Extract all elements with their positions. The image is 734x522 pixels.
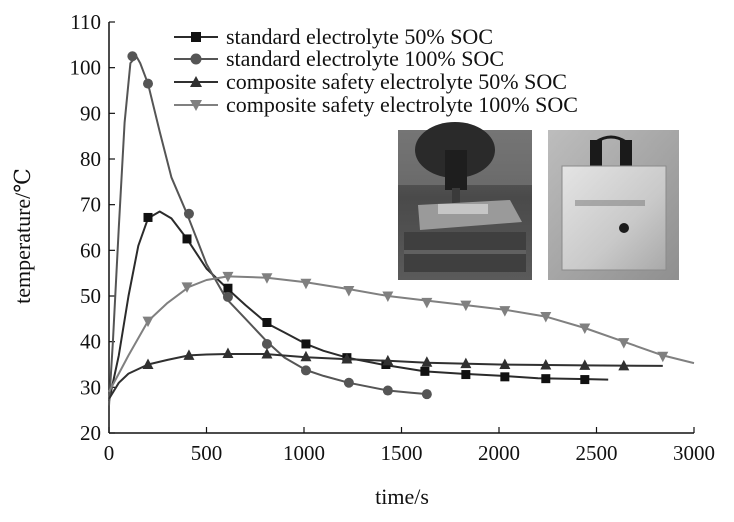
- data-point: [223, 283, 233, 293]
- y-tick-label: 20: [80, 421, 101, 445]
- x-tick-label: 0: [104, 441, 115, 465]
- data-point: [618, 359, 630, 371]
- y-tick-label: 50: [80, 284, 101, 308]
- data-point: [262, 317, 272, 327]
- series-0: [108, 210, 609, 402]
- inset-photo-pouch-cell: [548, 130, 679, 280]
- data-point: [222, 291, 233, 302]
- legend-entry-composite-50: composite safety electrolyte 50% SOC: [174, 69, 567, 94]
- series-line: [108, 55, 429, 406]
- data-point: [261, 347, 273, 359]
- data-point: [343, 286, 355, 297]
- data-point: [382, 385, 393, 396]
- data-point: [261, 338, 272, 349]
- x-tick-label: 1500: [381, 441, 423, 465]
- legend-entry-standard-100: standard electrolyte 100% SOC: [174, 46, 504, 71]
- axis-ticks: 0 500 1000 1500 2000 2500 3000 20 30 40 50 60 70 80 90…: [70, 10, 716, 465]
- y-tick-label: 90: [80, 101, 101, 125]
- data-point: [341, 353, 353, 364]
- data-point: [222, 271, 234, 283]
- data-point: [183, 349, 195, 360]
- data-point: [343, 377, 354, 388]
- data-point: [460, 357, 472, 369]
- data-point: [580, 375, 590, 385]
- data-point: [382, 291, 394, 302]
- y-tick-label: 30: [80, 375, 101, 399]
- data-point: [143, 78, 153, 89]
- legend-label: standard electrolyte 50% SOC: [226, 24, 493, 49]
- data-point: [382, 354, 394, 366]
- data-point: [142, 316, 154, 328]
- x-tick-label: 2000: [478, 441, 520, 465]
- data-point: [300, 278, 312, 290]
- y-tick-label: 80: [80, 147, 101, 171]
- data-point: [301, 339, 311, 349]
- y-tick-label: 40: [80, 330, 101, 354]
- data-point: [579, 323, 591, 334]
- data-point: [421, 389, 432, 400]
- legend-label: composite safety electrolyte 50% SOC: [226, 69, 567, 94]
- data-point: [461, 370, 471, 380]
- x-tick-label: 2500: [576, 441, 618, 465]
- series-1: [108, 51, 432, 406]
- series-line: [108, 275, 695, 393]
- data-point: [182, 234, 192, 244]
- data-point: [222, 347, 234, 359]
- legend-entry-composite-100: composite safety electrolyte 100% SOC: [174, 92, 578, 117]
- data-point: [500, 372, 510, 382]
- data-point: [300, 365, 311, 376]
- x-tick-label: 1000: [283, 441, 325, 465]
- y-tick-label: 70: [80, 193, 101, 217]
- legend-label: standard electrolyte 100% SOC: [226, 46, 504, 71]
- data-point: [142, 358, 154, 369]
- data-point: [499, 358, 511, 369]
- x-tick-label: 3000: [673, 441, 715, 465]
- data-point: [421, 356, 433, 367]
- x-tick-label: 500: [191, 441, 223, 465]
- data-point: [499, 306, 511, 317]
- data-series: [108, 51, 695, 406]
- data-point: [540, 312, 552, 323]
- series-3: [108, 271, 695, 393]
- inset-photo-nail-penetration: [398, 122, 532, 280]
- data-point: [460, 300, 472, 312]
- data-point: [579, 359, 591, 370]
- data-point: [181, 282, 193, 293]
- data-point: [421, 297, 433, 309]
- data-point: [143, 212, 153, 222]
- data-point: [261, 273, 273, 284]
- y-tick-label: 110: [70, 10, 101, 34]
- legend: standard electrolyte 50% SOC standard el…: [174, 24, 578, 117]
- legend-label: composite safety electrolyte 100% SOC: [226, 92, 578, 117]
- data-point: [420, 366, 430, 376]
- data-point: [183, 208, 194, 219]
- data-point: [540, 358, 552, 370]
- data-point: [618, 338, 630, 349]
- legend-entry-standard-50: standard electrolyte 50% SOC: [174, 24, 493, 49]
- data-point: [541, 374, 551, 384]
- data-point: [127, 51, 138, 62]
- data-point: [300, 350, 312, 362]
- series-2: [108, 347, 663, 400]
- x-axis-title: time/s: [375, 484, 429, 509]
- y-tick-label: 60: [80, 238, 101, 262]
- y-tick-label: 100: [70, 56, 102, 80]
- y-axis-title: temperature/℃: [10, 168, 35, 304]
- data-point: [657, 351, 669, 363]
